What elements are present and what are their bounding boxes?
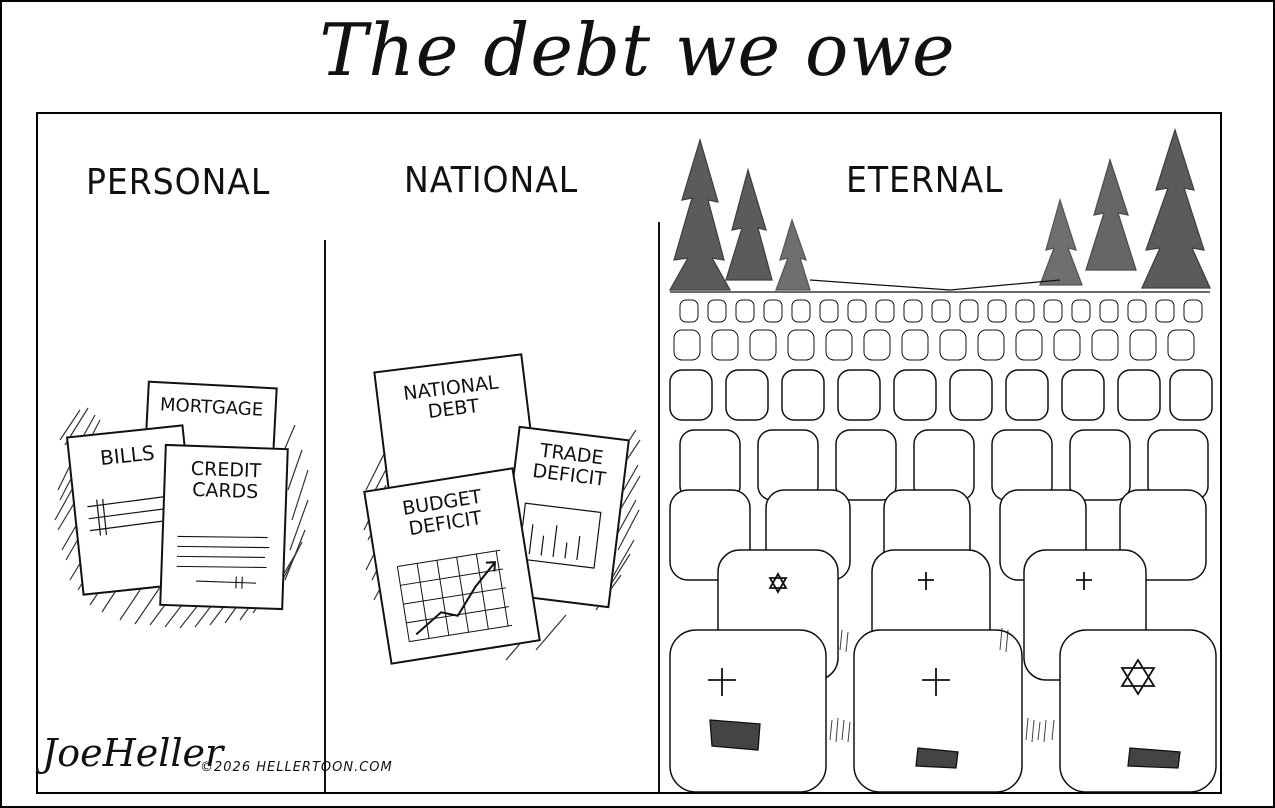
cartoon-panel bbox=[36, 112, 1222, 794]
heading-national: NATIONAL bbox=[404, 160, 579, 201]
heading-personal: PERSONAL bbox=[86, 162, 271, 203]
cartoon-title: The debt we owe bbox=[319, 8, 956, 92]
headstones-rows bbox=[669, 299, 1217, 793]
doc-bills: BILLS bbox=[65, 424, 201, 596]
doc-budget-deficit-label: BUDGET DEFICIT bbox=[400, 485, 484, 541]
doc-credit-cards-lines bbox=[176, 535, 270, 589]
headstone-symbols bbox=[708, 572, 1156, 696]
doc-budget-deficit-chart bbox=[396, 549, 513, 643]
doc-credit-cards-label: CREDIT CARDS bbox=[190, 457, 262, 504]
doc-trade-deficit-label: TRADE DEFICIT bbox=[531, 439, 608, 491]
doc-bills-lines bbox=[87, 495, 171, 536]
doc-national-debt-label: NATIONAL DEBT bbox=[402, 371, 500, 424]
artist-signature: JoeHeller bbox=[42, 731, 224, 775]
copyright-notice: ©2026 HELLERTOON.COM bbox=[200, 760, 393, 775]
doc-credit-cards: CREDIT CARDS bbox=[159, 443, 289, 611]
divider-national-eternal bbox=[658, 222, 660, 792]
eternal-cemetery-scene bbox=[668, 127, 1217, 793]
doc-trade-deficit-chart bbox=[517, 502, 602, 569]
grass-hatching bbox=[829, 627, 1055, 743]
doc-budget-deficit: BUDGET DEFICIT bbox=[363, 467, 541, 665]
heading-eternal: ETERNAL bbox=[846, 160, 1004, 201]
flags bbox=[709, 719, 1181, 769]
doc-mortgage-label: MORTGAGE bbox=[159, 394, 264, 421]
tree-line bbox=[668, 127, 1212, 293]
divider-personal-national bbox=[324, 240, 326, 792]
